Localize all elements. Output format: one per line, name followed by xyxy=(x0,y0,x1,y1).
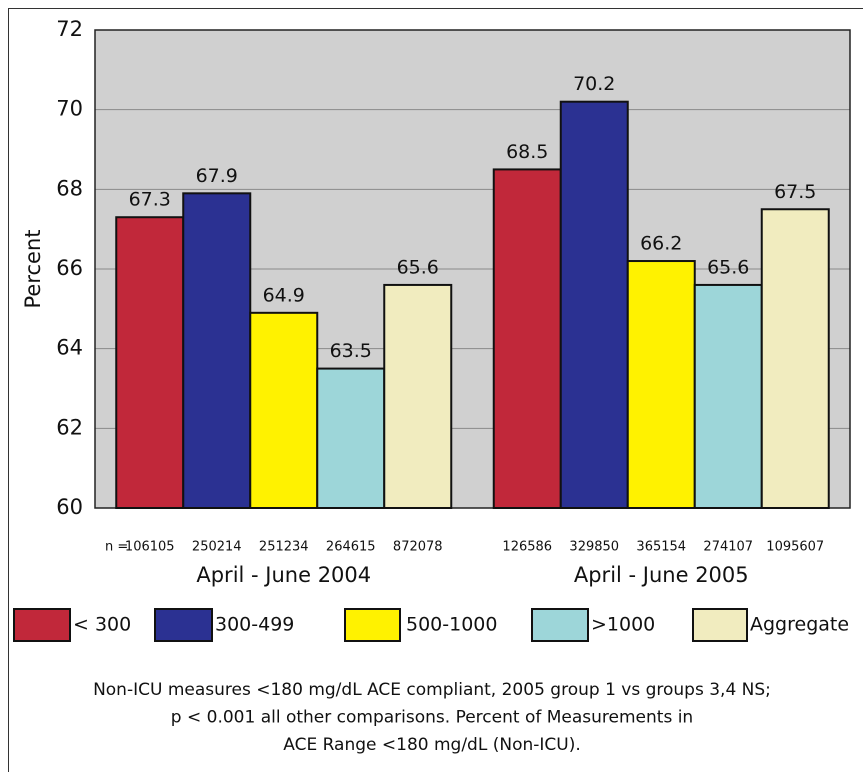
n-count: 251234 xyxy=(259,540,309,555)
legend-swatch xyxy=(692,608,748,642)
y-tick-label: 66 xyxy=(56,256,83,280)
bar xyxy=(115,216,185,509)
value-label: 67.5 xyxy=(774,181,816,203)
bar xyxy=(492,168,562,510)
x-group-label: April - June 2004 xyxy=(196,563,371,587)
n-count: 274107 xyxy=(703,540,753,555)
n-count: 365154 xyxy=(636,540,686,555)
n-count: 264615 xyxy=(326,540,376,555)
bar xyxy=(760,208,830,509)
n-count: 1095607 xyxy=(766,540,824,555)
y-tick-label: 62 xyxy=(56,415,83,439)
legend-label: 500-1000 xyxy=(406,614,497,636)
y-tick-label: 60 xyxy=(56,495,83,519)
bar xyxy=(182,192,252,509)
legend-swatch xyxy=(13,608,71,642)
legend-swatch xyxy=(154,608,213,642)
value-label: 66.2 xyxy=(640,233,682,255)
n-count: 872078 xyxy=(393,540,443,555)
bar xyxy=(249,311,319,510)
n-count: 329850 xyxy=(569,540,619,555)
x-group-label: April - June 2005 xyxy=(574,563,749,587)
value-label: 65.6 xyxy=(707,256,749,278)
value-label: 64.9 xyxy=(263,284,305,306)
y-tick-label: 68 xyxy=(56,176,83,200)
caption-line: p < 0.001 all other comparisons. Percent… xyxy=(171,708,693,728)
legend-swatch xyxy=(531,608,589,642)
legend-label: < 300 xyxy=(73,614,131,636)
legend-label: Aggregate xyxy=(750,614,849,636)
n-count: 106105 xyxy=(125,540,175,555)
bar xyxy=(383,283,453,509)
caption-line: ACE Range <180 mg/dL (Non-ICU). xyxy=(283,735,581,755)
legend-swatch xyxy=(344,608,401,642)
y-tick-label: 72 xyxy=(56,17,83,41)
value-label: 70.2 xyxy=(573,73,615,95)
value-label: 67.9 xyxy=(196,165,238,187)
plot-border xyxy=(94,29,851,509)
bar xyxy=(626,260,696,509)
bar xyxy=(559,100,629,509)
y-tick-label: 64 xyxy=(56,336,83,360)
y-tick-label: 70 xyxy=(56,97,83,121)
value-label: 68.5 xyxy=(506,141,548,163)
n-label: n = xyxy=(105,540,128,555)
value-label: 67.3 xyxy=(129,189,171,211)
value-label: 65.6 xyxy=(397,256,439,278)
caption-line: Non-ICU measures <180 mg/dL ACE complian… xyxy=(93,680,771,700)
bar xyxy=(316,367,386,510)
value-label: 63.5 xyxy=(330,340,372,362)
bar xyxy=(693,283,763,509)
legend-label: 300-499 xyxy=(215,614,294,636)
n-count: 126586 xyxy=(502,540,552,555)
n-count: 250214 xyxy=(192,540,242,555)
y-axis-label: Percent xyxy=(21,229,45,308)
legend-label: >1000 xyxy=(591,614,655,636)
